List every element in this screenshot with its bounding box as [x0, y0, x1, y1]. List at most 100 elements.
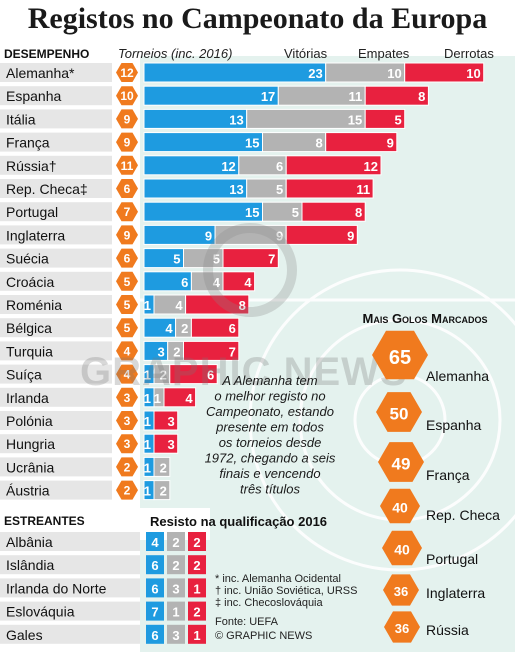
row-label-band: [0, 109, 112, 129]
bar-wins-label: 13: [229, 112, 243, 127]
tournaments-badge: [116, 86, 138, 106]
team-label: Croácia: [6, 274, 54, 290]
bar-draws: [153, 456, 171, 477]
tournaments-value: 3: [124, 437, 131, 451]
debut-team-label: Eslováquia: [6, 604, 75, 620]
goals-value: 36: [394, 584, 408, 599]
debut-losses-value: 2: [193, 605, 200, 620]
top-scorer-team: Rep. Checa: [426, 507, 500, 523]
footnote: * inc. Alemanha Ocidental: [215, 573, 341, 585]
tournaments-value: 6: [124, 182, 131, 196]
bar-wins: [143, 85, 279, 106]
bar-row: Roménia 5 1 4 8: [0, 294, 250, 315]
bar-row: Irlanda 3 1 1 4: [0, 387, 197, 408]
row-label-band: [0, 179, 112, 198]
top-scorer: 65 Alemanha: [372, 330, 489, 384]
debut-subtitle: Resisto na qualificação 2016: [150, 514, 327, 529]
goals-hexagon: [382, 530, 422, 566]
debut-wins-cell: [146, 624, 164, 644]
top-scorer: 40 Rep. Checa: [380, 488, 500, 524]
row-label-band: [0, 624, 140, 644]
bar-losses: [285, 155, 382, 176]
team-label: Espanha: [6, 88, 61, 104]
bar-row: Inglaterra 9 9 9 9: [0, 224, 358, 245]
bar-wins-label: 1: [144, 368, 151, 383]
bar-losses-label: 6: [207, 368, 214, 383]
bar-wins-label: 6: [181, 275, 188, 290]
bar-losses: [190, 317, 240, 338]
goals-hexagon: [378, 442, 424, 482]
bar-draws-label: 2: [181, 321, 188, 336]
bar-row: Espanha 10 17 11 8: [0, 85, 429, 106]
bar-draws-label: 11: [348, 89, 362, 104]
bar-row: França 9 15 8 9: [0, 132, 398, 153]
debut-draws-value: 2: [172, 535, 179, 550]
team-label: Suécia: [6, 251, 49, 267]
bar-losses-label: 12: [364, 159, 378, 174]
team-label: Roménia: [6, 297, 62, 313]
bar-draws-label: 6: [276, 159, 283, 174]
bar-losses-label: 8: [418, 89, 425, 104]
bar-losses-label: 8: [239, 298, 246, 313]
bar-row: Portugal 7 15 5 8: [0, 201, 366, 222]
team-label: Irlanda: [6, 390, 49, 406]
source-note: Fonte: UEFA: [215, 616, 279, 628]
team-label: Suíça: [6, 367, 42, 383]
tournaments-badge: [116, 364, 138, 384]
bar-wins: [143, 62, 327, 83]
row-label-band: [0, 341, 112, 361]
debut-losses-cell: [188, 578, 206, 598]
bar-losses-label: 3: [167, 414, 174, 429]
row-label-band: [0, 532, 140, 551]
bar-wins-label: 1: [144, 460, 151, 475]
top-scorer-team: Inglaterra: [426, 585, 485, 601]
annotation-line: 1972, chegando a seis: [205, 451, 336, 466]
debut-row: Islândia 6 2 2: [0, 555, 206, 575]
tournaments-value: 5: [124, 275, 131, 289]
bar-losses: [364, 108, 406, 129]
bar-row: Itália 9 13 15 5: [0, 108, 406, 129]
goals-hexagon: [383, 574, 419, 606]
tournaments-value: 11: [121, 159, 134, 173]
row-label-band: [0, 457, 112, 477]
row-label-band: [0, 63, 112, 82]
bar-wins-label: 1: [144, 391, 151, 406]
footnote: † inc. União Soviética, URSS: [215, 585, 357, 597]
debut-losses-cell: [188, 532, 206, 551]
top-scorer-team: Portugal: [426, 551, 478, 567]
tournaments-value: 6: [124, 252, 131, 266]
tournaments-value: 10: [120, 89, 134, 103]
bar-losses: [285, 224, 358, 245]
debut-draws-cell: [167, 532, 185, 551]
bar-losses: [153, 433, 179, 454]
debut-draws-cell: [167, 555, 185, 575]
watermark-logo: [203, 223, 297, 317]
debut-row: Irlanda do Norte 6 3 1: [0, 578, 206, 598]
debut-losses-cell: [188, 555, 206, 575]
bar-losses: [364, 85, 429, 106]
debut-draws-cell: [167, 578, 185, 598]
debut-wins-cell: [146, 555, 164, 575]
bar-draws-label: 15: [348, 112, 362, 127]
team-label: França: [6, 135, 50, 151]
top-scorers-title: Mais Golos Marcados: [363, 311, 488, 326]
annotation-line: o melhor registo no: [214, 389, 325, 404]
bar-row: Rep. Checa‡ 6 13 5 11: [0, 178, 374, 199]
row-label-band: [0, 555, 140, 575]
top-scorer-team: Alemanha: [426, 368, 489, 384]
goals-hexagon: [372, 330, 428, 380]
bar-losses: [404, 62, 485, 83]
team-label: Portugal: [6, 204, 58, 220]
bar-losses: [285, 178, 374, 199]
top-scorer-team: Espanha: [426, 417, 481, 433]
bar-losses: [153, 410, 179, 431]
team-label: Áustria: [6, 483, 50, 499]
credit: © GRAPHIC NEWS: [215, 630, 312, 642]
bar-losses-label: 11: [356, 182, 370, 197]
debut-draws-value: 1: [172, 605, 179, 620]
row-label-band: [0, 434, 112, 454]
bar-row: Alemanha* 12 23 10 10: [0, 62, 485, 83]
tournaments-value: 5: [124, 321, 131, 335]
debut-losses-cell: [188, 624, 206, 644]
